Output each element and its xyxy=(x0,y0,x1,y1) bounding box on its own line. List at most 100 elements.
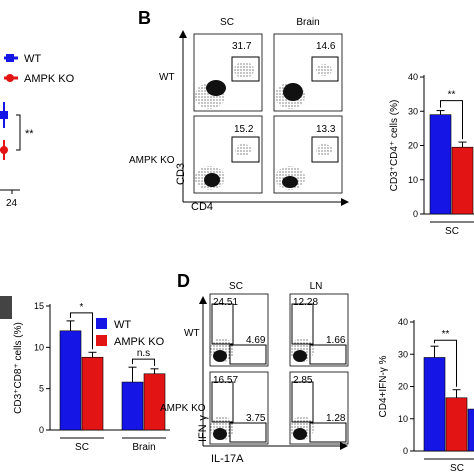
y-tick-label: 5 xyxy=(39,384,44,394)
panel-c: 0 5 10 15 CD3⁺CD8⁺ cells (%) SC Brain * n.s WT A… xyxy=(0,296,170,453)
y-tick-label: 30 xyxy=(398,349,408,359)
panel-a: WT AMPK KO ** 24 xyxy=(0,53,75,209)
x-axis-label-cd4: CD4 xyxy=(191,201,213,213)
quadrant-il17-wt-ln xyxy=(309,344,347,365)
bar xyxy=(467,408,474,452)
gate-ko-sc xyxy=(231,136,260,163)
legend-ko-marker xyxy=(6,74,14,82)
bar-chart-ifn: 0 10 20 30 40 CD4+IFN-γ % SC ** xyxy=(378,317,474,474)
gate-value-wt-brain: 14.6 xyxy=(316,41,336,52)
y-tick-label: 20 xyxy=(408,141,418,151)
significance-bracket xyxy=(440,100,463,140)
gate-value-ko-sc: 15.2 xyxy=(234,124,254,135)
y-tick-label: 15 xyxy=(34,301,44,311)
ko-point xyxy=(0,146,8,154)
x-axis-label-il17a: IL-17A xyxy=(211,453,244,465)
quadrant-il17-ko-ln xyxy=(309,422,347,443)
cropped-image-fragment xyxy=(0,296,12,319)
legend-ko-label: AMPK KO xyxy=(24,73,75,85)
panel-letter-d: D xyxy=(177,271,190,291)
quadrant-ifn-wt-sc xyxy=(211,303,234,345)
bar xyxy=(451,146,474,215)
x-axis-arrowhead xyxy=(341,198,349,206)
significance-bracket xyxy=(70,312,93,350)
y-axis-label: CD3⁺CD4⁺ cells (%) xyxy=(389,100,400,192)
quadrant-ifn-ko-ln xyxy=(291,381,314,423)
y-axis-label: CD3⁺CD8⁺ cells (%) xyxy=(13,322,24,414)
category-label: SC xyxy=(75,442,89,453)
y-tick-label: 0 xyxy=(403,446,408,456)
legend-ko-swatch xyxy=(96,335,107,346)
legend-ko-label: AMPK KO xyxy=(114,336,165,348)
quadrant-ifn-wt-ln xyxy=(291,303,314,345)
y-tick-label: 0 xyxy=(413,209,418,219)
y-axis-label: CD4+IFN-γ % xyxy=(378,355,389,417)
bar-chart-cd8: 0 5 10 15 CD3⁺CD8⁺ cells (%) SC Brain * n.s xyxy=(13,301,170,453)
wt-point xyxy=(0,111,8,119)
y-tick-label: 40 xyxy=(408,72,418,82)
x-tick-label: 24 xyxy=(6,198,18,209)
sig-bracket xyxy=(16,114,21,151)
bar xyxy=(429,114,452,215)
gate-value-wt-sc: 31.7 xyxy=(232,41,252,52)
quadrant-il17-wt-sc xyxy=(229,344,267,365)
quadrant-value: 1.66 xyxy=(326,335,346,346)
row-label-wt: WT xyxy=(159,72,175,83)
row-label-ampk-ko: AMPK KO xyxy=(129,155,175,166)
gate-ko-brain xyxy=(311,136,339,163)
y-axis-arrowhead xyxy=(179,30,187,38)
significance-bracket xyxy=(434,339,457,387)
y-tick-label: 10 xyxy=(34,342,44,352)
significance-label: n.s xyxy=(137,348,150,359)
quadrant-il17-ko-sc xyxy=(229,422,267,443)
column-label-ln: LN xyxy=(310,281,323,292)
quadrant-ifn-ko-sc xyxy=(211,381,234,423)
significance-bracket xyxy=(132,358,155,366)
bar-chart-cd4: 0 10 20 30 40 CD3⁺CD4⁺ cells (%) SC ** xyxy=(389,72,474,237)
quadrant-value: 1.28 xyxy=(326,413,346,424)
significance-label: ** xyxy=(448,90,456,101)
y-axis-arrowhead xyxy=(199,296,207,304)
legend-wt-label: WT xyxy=(24,53,41,65)
category-label: SC xyxy=(450,463,464,474)
quadrant-value: 16.57 xyxy=(213,375,238,386)
y-axis-label-cd3: CD3 xyxy=(175,163,187,185)
quadrant-value: 3.75 xyxy=(246,413,266,424)
sig-label: ** xyxy=(25,128,34,140)
quadrant-value: 2.85 xyxy=(293,375,313,386)
panel-d: D SC LN WT AMPK KO 24.51 4.69 12.28 1. xyxy=(160,271,474,474)
category-label: Brain xyxy=(132,442,155,453)
bar xyxy=(143,373,166,431)
quadrant-value: 12.28 xyxy=(293,297,318,308)
legend-wt-swatch xyxy=(96,318,107,329)
y-tick-label: 0 xyxy=(39,425,44,435)
y-tick-label: 30 xyxy=(408,106,418,116)
column-label-brain: Brain xyxy=(296,17,319,28)
x-axis-arrowhead xyxy=(340,442,348,450)
legend-c: WT AMPK KO xyxy=(96,318,165,348)
category-label: SC xyxy=(445,226,459,237)
significance-label: ** xyxy=(442,329,450,340)
legend-wt-label: WT xyxy=(114,319,131,331)
legend-wt-marker xyxy=(6,54,14,62)
column-label-sc: SC xyxy=(220,17,234,28)
gate-wt-brain xyxy=(311,56,339,82)
quadrant-value: 4.69 xyxy=(246,335,266,346)
scatter-density xyxy=(195,62,332,190)
row-label-ampk-ko: AMPK KO xyxy=(160,403,206,414)
gate-wt-sc xyxy=(231,56,260,82)
y-axis-label-ifn: IFN-γ xyxy=(197,415,209,442)
bar xyxy=(81,356,104,431)
y-tick-label: 20 xyxy=(398,382,408,392)
bar xyxy=(59,330,82,431)
bar xyxy=(423,357,446,452)
y-tick-label: 10 xyxy=(398,414,408,424)
quadrant-value: 24.51 xyxy=(213,297,238,308)
gate-value-ko-brain: 13.3 xyxy=(316,124,336,135)
y-tick-label: 10 xyxy=(408,175,418,185)
bar xyxy=(121,381,144,431)
y-tick-label: 40 xyxy=(398,317,408,327)
bar xyxy=(445,397,468,452)
column-label-sc: SC xyxy=(229,281,243,292)
